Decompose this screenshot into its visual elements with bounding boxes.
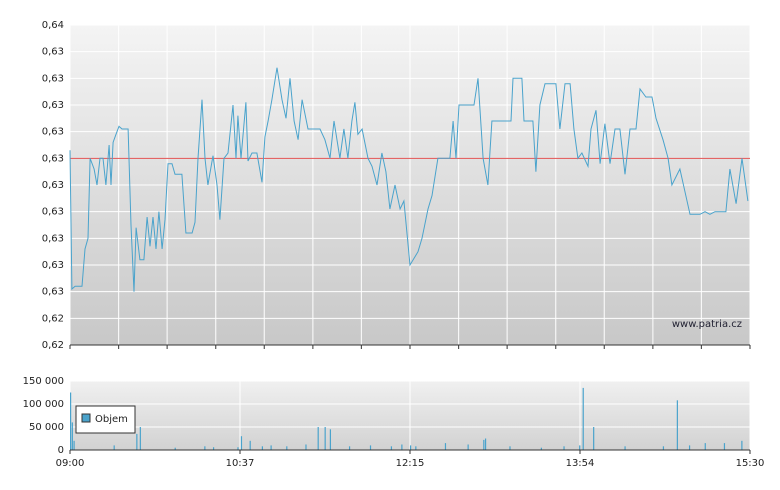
watermark: www.patria.cz [672, 319, 742, 330]
y-tick-label: 0,62 [42, 340, 64, 351]
y-tick-label: 0 [58, 445, 64, 456]
volume-bar [261, 446, 263, 450]
volume-bar [73, 440, 75, 450]
legend-swatch [81, 413, 91, 423]
y-tick-label: 0,63 [42, 287, 64, 298]
volume-bar [249, 440, 251, 450]
volume-bar [270, 445, 272, 450]
volume-bar [582, 387, 584, 450]
volume-bar [483, 439, 485, 450]
volume-bar [444, 443, 447, 450]
volume-bar [390, 446, 393, 450]
volume-bar [317, 427, 319, 450]
price-line [69, 67, 749, 292]
volume-bar [563, 446, 565, 450]
y-tick-label: 0,63 [42, 127, 64, 138]
volume-bar [467, 444, 469, 450]
volume-bar [410, 445, 412, 450]
volume-bar [624, 446, 626, 450]
y-tick-label: 0,63 [42, 47, 64, 58]
volume-bar [204, 446, 206, 450]
volume-bar [174, 447, 176, 450]
volume-bar [212, 447, 215, 450]
x-tick-label: 09:00 [56, 458, 85, 469]
volume-bar [71, 422, 73, 450]
volume-bar [509, 446, 511, 450]
volume-bar [723, 443, 726, 450]
volume-bar [540, 447, 542, 450]
volume-bar [348, 446, 351, 450]
volume-bar [662, 446, 665, 450]
volume-bar [593, 427, 595, 450]
y-tick-label: 150 000 [23, 376, 64, 387]
volume-bar [324, 427, 326, 450]
x-tick-label: 10:37 [226, 458, 255, 469]
y-tick-label: 0,63 [42, 153, 64, 164]
volume-bar [401, 444, 403, 450]
y-tick-label: 0,63 [42, 100, 64, 111]
volume-bar [704, 443, 706, 450]
volume-bar [369, 445, 372, 450]
volume-bar [286, 446, 288, 450]
volume-bar [676, 400, 678, 450]
volume-bar [70, 392, 72, 450]
volume-bar [305, 444, 307, 450]
layer: 0,62 0,62 0,63 0,63 0,63 0,63 0,63 0,63 0,63 0,63… [23, 20, 765, 469]
y-tick-label: 0,63 [42, 260, 64, 271]
y-tick-label: 0,63 [42, 73, 64, 84]
volume-bar [237, 447, 239, 450]
y-tick-label: 100 000 [23, 399, 64, 410]
legend-label: Objem [95, 414, 128, 425]
volume-bar [484, 438, 487, 450]
y-tick-label: 0,63 [42, 233, 64, 244]
x-tick-label: 13:54 [566, 458, 595, 469]
volume-bar [415, 446, 417, 450]
volume-bar [113, 445, 115, 450]
y-tick-label: 0,63 [42, 180, 64, 191]
x-tick-label: 12:15 [396, 458, 425, 469]
x-tick-label: 15:30 [736, 458, 765, 469]
volume-bar [136, 433, 138, 450]
volume-bar [329, 429, 331, 450]
volume-bar [139, 427, 141, 450]
y-tick-label: 0,62 [42, 313, 64, 324]
volume-bar [741, 440, 743, 450]
volume-bar [240, 436, 243, 450]
y-tick-label: 0,64 [42, 20, 64, 31]
y-tick-label: 0,63 [42, 207, 64, 218]
volume-bar [688, 445, 691, 450]
y-tick-label: 50 000 [29, 422, 64, 433]
volume-bar [579, 445, 581, 450]
